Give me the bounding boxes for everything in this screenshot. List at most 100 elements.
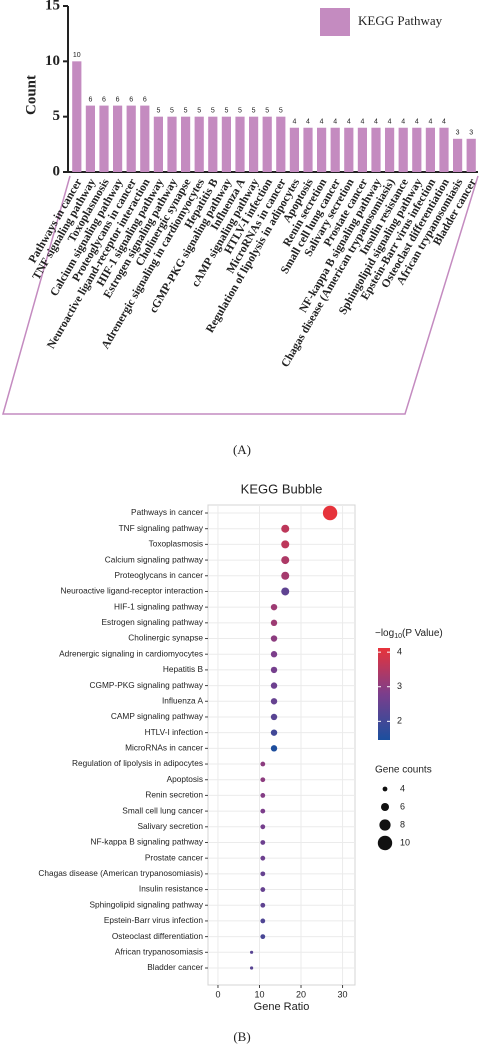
size-legend-label: 4: [400, 783, 405, 793]
bar: [85, 105, 95, 172]
y-tick-label: Proteoglycans in cancer: [114, 570, 203, 580]
value-label: 10: [73, 52, 81, 59]
y-tick-label: Hepatitis B: [163, 664, 204, 674]
colorbar: [378, 648, 390, 740]
bar: [113, 105, 123, 172]
bubble: [270, 713, 278, 721]
bubble: [260, 902, 266, 908]
y-tick-label: Estrogen signaling pathway: [102, 617, 204, 627]
y-tick-label: 5: [53, 108, 61, 124]
bubble: [281, 587, 290, 596]
bar: [357, 127, 367, 172]
bubble: [322, 505, 338, 521]
bubble: [270, 603, 278, 611]
bubble: [260, 918, 266, 924]
colorbar-title-part: −log: [375, 628, 394, 639]
bar: [330, 127, 340, 172]
bar: [398, 127, 408, 172]
value-label: 4: [428, 119, 432, 126]
value-label: 4: [333, 119, 337, 126]
size-legend-key: [381, 803, 389, 811]
bubble: [270, 729, 278, 736]
bubble: [250, 950, 254, 954]
bar: [317, 127, 327, 172]
bar: [235, 116, 245, 172]
y-tick-label: Apoptosis: [167, 774, 203, 784]
bubble: [260, 887, 266, 892]
bubble: [281, 524, 290, 533]
y-tick-label: Salivary secretion: [138, 821, 204, 831]
x-tick-label: 0: [215, 989, 220, 999]
bar: [303, 127, 313, 172]
value-label: 5: [170, 108, 174, 115]
value-label: 4: [292, 119, 296, 126]
bar: [126, 105, 136, 172]
colorbar-title: −log10(P Value): [375, 628, 443, 641]
panel-label: (B): [233, 1029, 250, 1044]
bubble: [270, 666, 278, 674]
value-label: 6: [143, 96, 147, 103]
x-tick-label: 20: [296, 989, 306, 999]
y-tick-label: Prostate cancer: [145, 852, 203, 862]
y-tick-label: Adrenergic signaling in cardiomyocytes: [59, 648, 203, 658]
bar: [344, 127, 354, 172]
bubble: [270, 745, 278, 752]
bubble: [270, 635, 278, 642]
y-tick-label: Cholinergic synapse: [128, 633, 203, 643]
size-legend-label: 8: [400, 819, 405, 829]
value-label: 5: [197, 108, 201, 115]
bar: [289, 127, 299, 172]
y-tick-label: 0: [53, 163, 61, 179]
bar: [221, 116, 231, 172]
bar: [140, 105, 150, 172]
bubble: [270, 682, 278, 689]
value-label: 4: [401, 119, 405, 126]
colorbar-title-part: 10: [394, 633, 402, 640]
value-label: 5: [252, 108, 256, 115]
colorbar-tick-label: 4: [397, 647, 402, 657]
bar: [194, 116, 204, 172]
bubble: [260, 793, 266, 798]
y-tick-label: Chagas disease (American trypanosomiasis…: [38, 868, 203, 878]
y-tick-label: 10: [45, 53, 60, 69]
y-tick-label: Pathways in cancer: [131, 507, 203, 517]
value-label: 4: [360, 119, 364, 126]
value-label: 5: [184, 108, 188, 115]
size-legend-key: [382, 786, 388, 792]
value-label: 6: [88, 96, 92, 103]
value-label: 4: [320, 119, 324, 126]
value-label: 5: [156, 108, 160, 115]
y-tick-label: Calcium signaling pathway: [105, 554, 204, 564]
bar: [453, 138, 463, 172]
colorbar-tick-label: 2: [397, 716, 402, 726]
value-label: 6: [102, 96, 106, 103]
y-tick-label: Sphingolipid signaling pathway: [90, 899, 204, 909]
bar: [249, 116, 259, 172]
bar: [439, 127, 449, 172]
value-label: 5: [211, 108, 215, 115]
x-axis-label: Gene Ratio: [254, 1001, 310, 1013]
value-label: 3: [469, 130, 473, 137]
y-tick-label: CGMP-PKG signaling pathway: [90, 680, 204, 690]
y-tick-label: Influenza A: [162, 695, 204, 705]
bubble: [270, 619, 278, 627]
value-label: 4: [442, 119, 446, 126]
bar: [412, 127, 422, 172]
bubble: [281, 540, 290, 549]
legend-label: KEGG Pathway: [358, 13, 443, 28]
y-tick-label: NF-kappa B signaling pathway: [90, 837, 203, 847]
y-tick-label: Insulin resistance: [139, 884, 203, 894]
bar: [385, 127, 395, 172]
bubble: [260, 761, 266, 767]
y-tick-label: Small cell lung cancer: [122, 805, 203, 815]
bubble: [260, 934, 266, 940]
y-tick-label: MicroRNAs in cancer: [125, 743, 203, 753]
bar: [262, 116, 272, 172]
y-tick-label: Osteoclast differentiation: [112, 931, 204, 941]
bubble: [260, 824, 266, 830]
bar: [208, 116, 218, 172]
bar: [466, 138, 476, 172]
value-label: 5: [238, 108, 242, 115]
bubble: [260, 871, 266, 877]
